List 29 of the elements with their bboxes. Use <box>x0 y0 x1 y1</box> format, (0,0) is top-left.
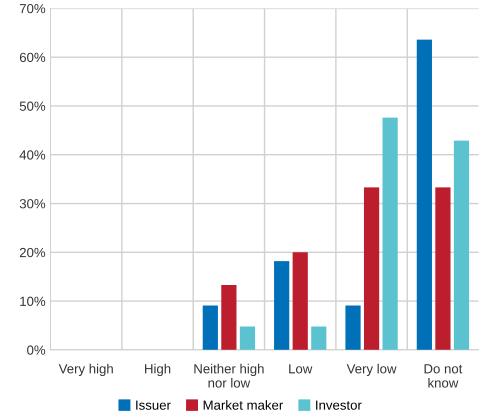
x-tick-label: Very high <box>58 364 113 376</box>
y-tick-label: 40% <box>20 150 46 160</box>
bar <box>221 284 236 350</box>
x-tick-label: Neither high nor low <box>194 364 264 388</box>
bar <box>292 252 308 350</box>
y-tick-label: 0% <box>27 345 46 355</box>
y-tick-label: 20% <box>20 248 46 258</box>
bar <box>202 305 218 350</box>
legend-label: Market maker <box>204 400 284 410</box>
legend-label: Issuer <box>136 400 171 410</box>
bar <box>311 326 326 350</box>
bar <box>345 305 361 350</box>
bar <box>454 140 470 350</box>
y-tick-label: 10% <box>20 296 46 306</box>
bar <box>364 187 380 350</box>
x-tick-label: High <box>145 364 170 376</box>
bar <box>416 40 432 350</box>
bar <box>382 118 398 350</box>
x-tick-label: Low <box>289 364 312 374</box>
y-tick-label: 70% <box>20 4 46 14</box>
bar <box>240 326 256 350</box>
legend-label: Investor <box>316 400 362 410</box>
y-tick-label: 30% <box>20 199 46 208</box>
y-tick-label: 50% <box>20 102 46 111</box>
x-tick-label: Do not know <box>424 364 462 388</box>
y-tick-label: 60% <box>20 52 46 62</box>
bar <box>435 187 451 350</box>
bar <box>274 261 290 350</box>
x-tick-label: Very low <box>346 364 397 376</box>
